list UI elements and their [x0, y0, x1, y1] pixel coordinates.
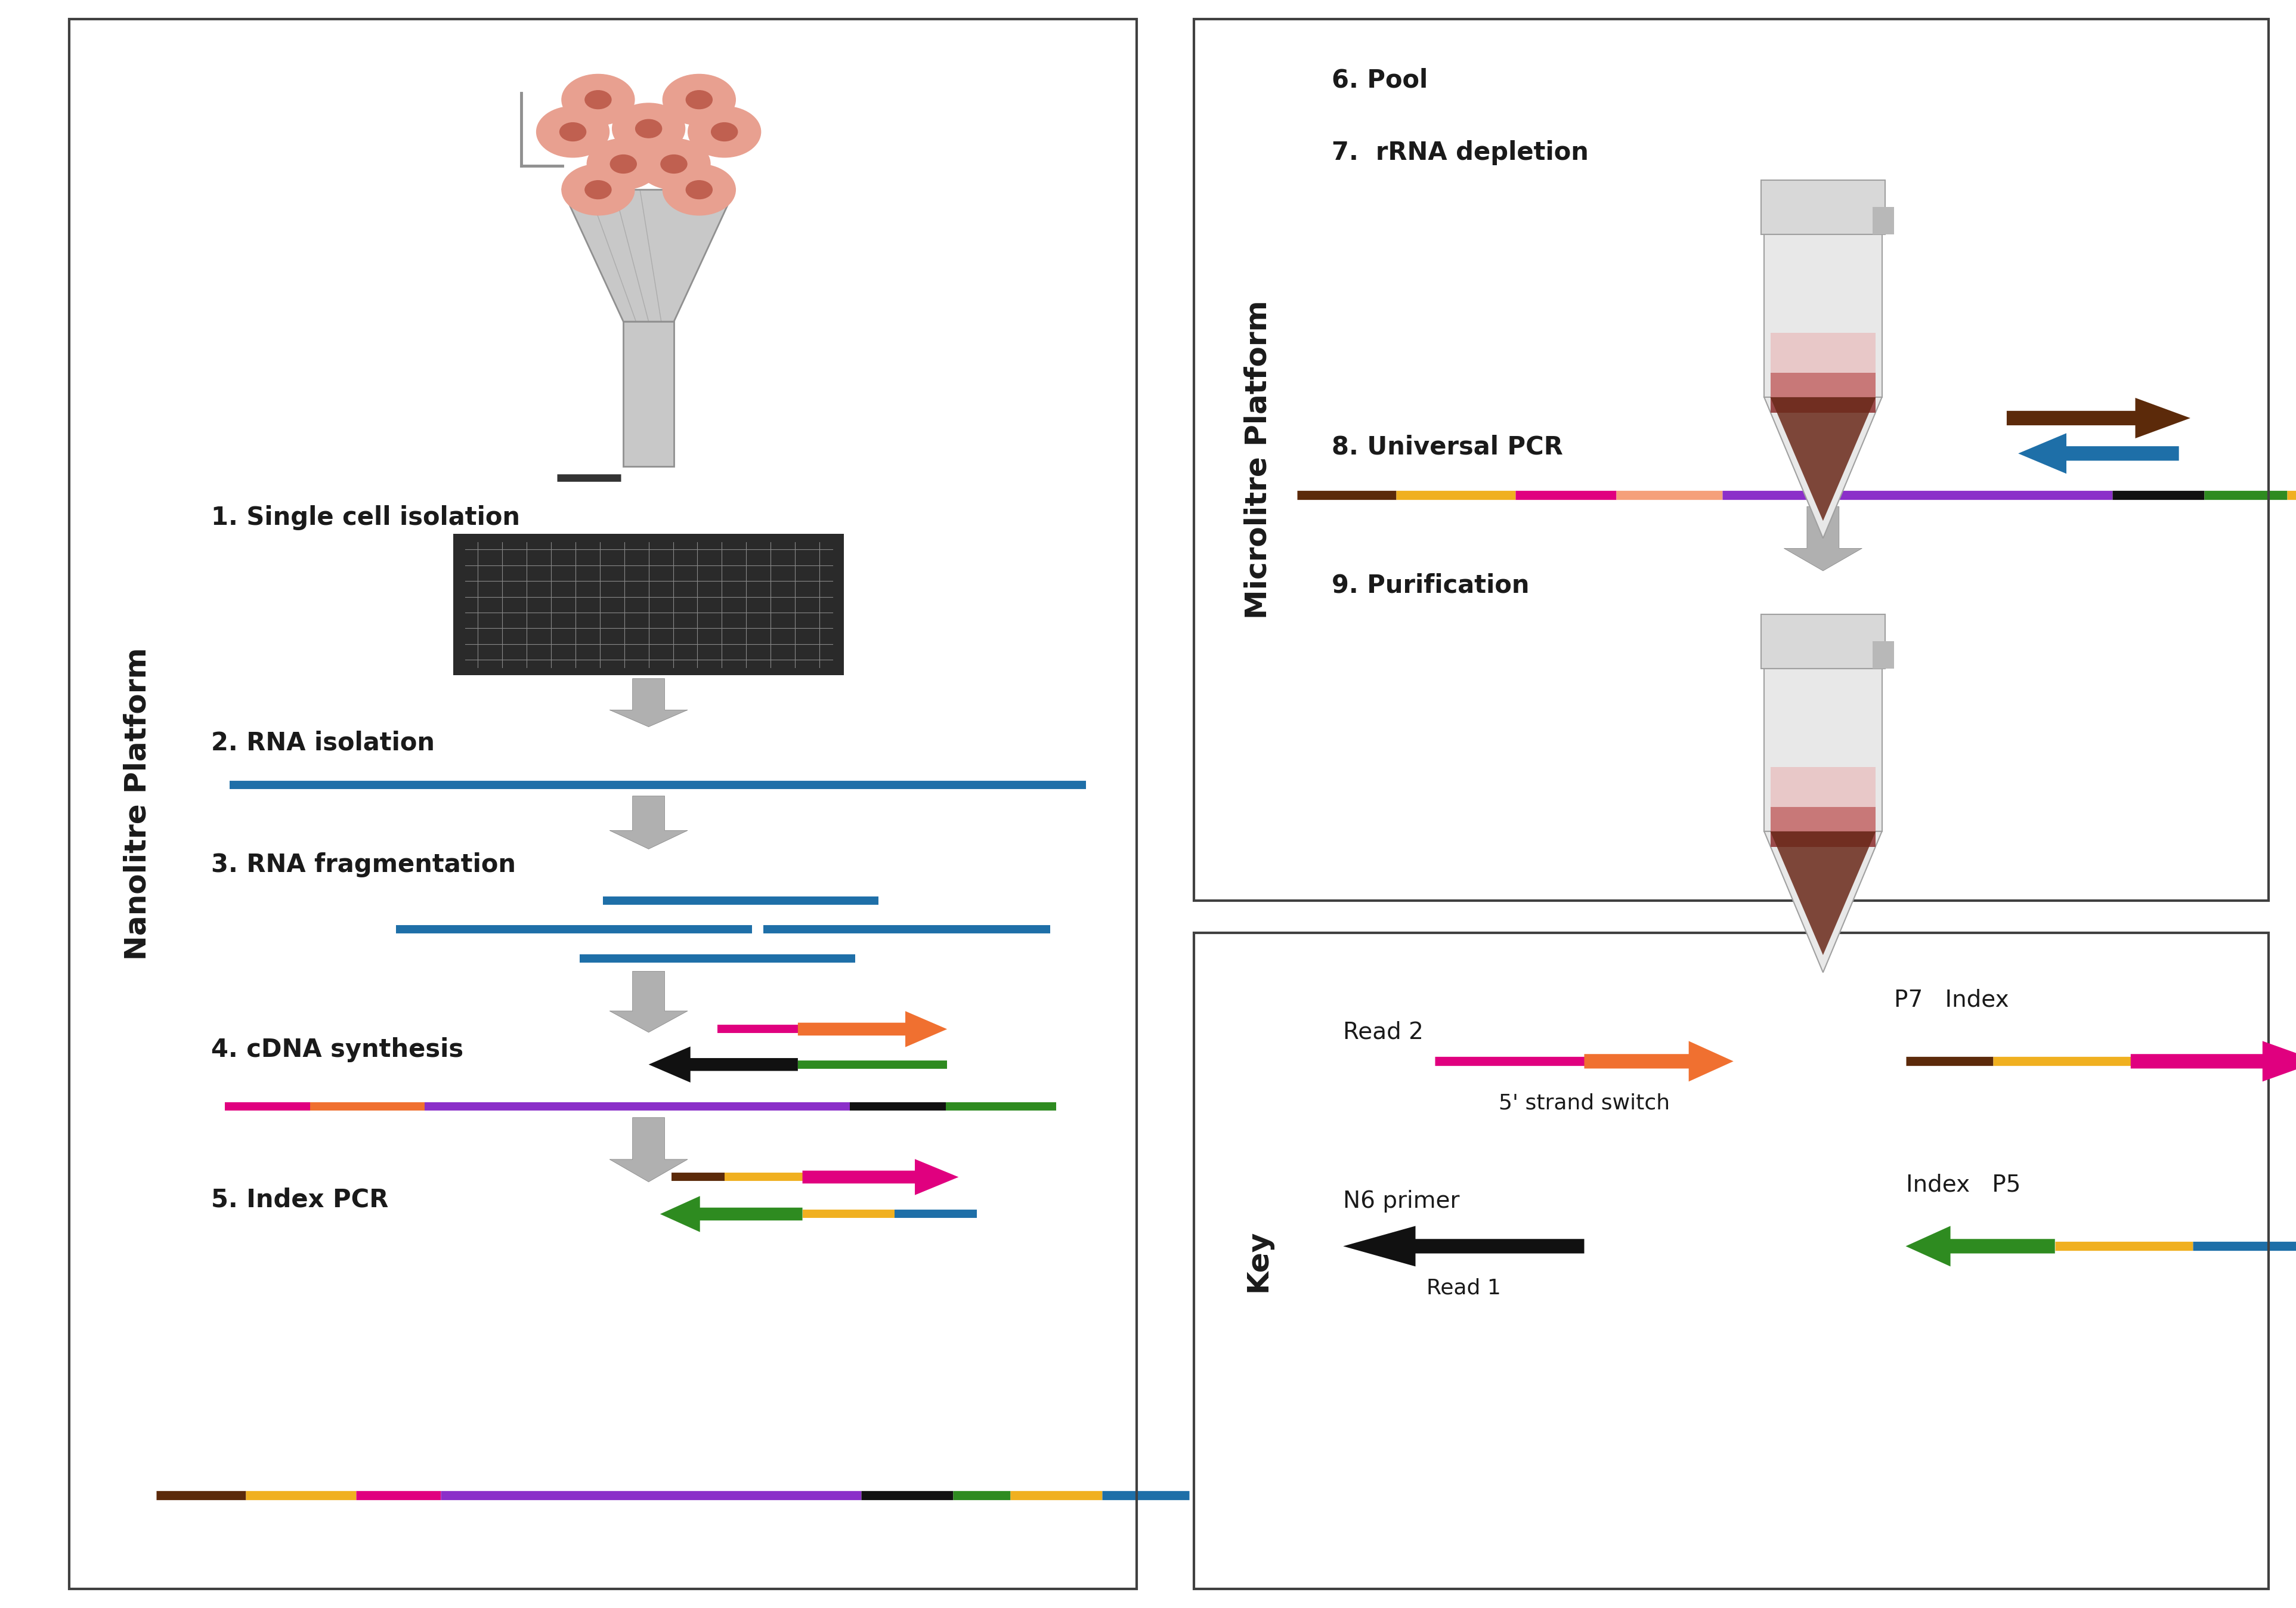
FancyArrow shape	[661, 1196, 804, 1232]
Bar	[1770, 807, 1876, 847]
Text: Nanolitre Platform: Nanolitre Platform	[124, 648, 152, 960]
Bar	[1770, 397, 1876, 413]
Circle shape	[636, 119, 661, 138]
Bar	[1194, 933, 2268, 1589]
Bar	[69, 19, 1137, 1589]
Bar	[1874, 207, 1894, 235]
FancyArrow shape	[611, 1118, 689, 1182]
Circle shape	[611, 154, 636, 174]
Text: 8. Universal PCR: 8. Universal PCR	[1332, 434, 1564, 460]
FancyArrow shape	[611, 971, 689, 1032]
Bar	[625, 322, 675, 466]
Polygon shape	[1763, 831, 1883, 973]
Bar	[455, 534, 845, 675]
Text: 5' strand switch: 5' strand switch	[1499, 1093, 1669, 1113]
Polygon shape	[1770, 397, 1876, 521]
FancyArrow shape	[1784, 507, 1862, 571]
Bar	[1763, 669, 1883, 831]
FancyArrow shape	[611, 679, 689, 727]
FancyArrow shape	[1784, 370, 1862, 434]
FancyArrow shape	[804, 1159, 960, 1195]
Text: 6. Pool: 6. Pool	[1332, 68, 1428, 93]
Circle shape	[563, 74, 634, 125]
Text: Key: Key	[1244, 1230, 1272, 1291]
Text: Microlitre Platform: Microlitre Platform	[1244, 301, 1272, 619]
Bar	[1194, 19, 2268, 900]
FancyArrow shape	[2131, 1040, 2296, 1082]
Text: 9. Purification: 9. Purification	[1332, 572, 1529, 598]
Circle shape	[687, 90, 712, 109]
Text: P7   Index: P7 Index	[1894, 989, 2009, 1011]
Circle shape	[585, 90, 611, 109]
Circle shape	[560, 122, 585, 142]
Text: 2. RNA isolation: 2. RNA isolation	[211, 730, 434, 756]
Text: 3. RNA fragmentation: 3. RNA fragmentation	[211, 852, 517, 878]
Bar	[1770, 767, 1876, 807]
Circle shape	[638, 138, 709, 190]
Circle shape	[585, 180, 611, 199]
Text: 5. Index PCR: 5. Index PCR	[211, 1187, 388, 1212]
Text: N6 primer: N6 primer	[1343, 1190, 1460, 1212]
Bar	[1770, 831, 1876, 847]
Text: 1. Single cell isolation: 1. Single cell isolation	[211, 505, 521, 531]
FancyArrow shape	[2007, 397, 2190, 439]
Text: 4. cDNA synthesis: 4. cDNA synthesis	[211, 1037, 464, 1063]
Circle shape	[712, 122, 737, 142]
FancyArrow shape	[1343, 1225, 1584, 1267]
Polygon shape	[563, 190, 735, 322]
Text: Read 2: Read 2	[1343, 1021, 1424, 1044]
Text: Index   P5: Index P5	[1906, 1174, 2020, 1196]
FancyArrow shape	[1906, 1225, 2055, 1267]
FancyArrow shape	[2018, 433, 2179, 474]
FancyArrow shape	[647, 1047, 799, 1082]
Circle shape	[537, 106, 608, 158]
Circle shape	[664, 164, 735, 215]
FancyArrow shape	[1584, 1040, 1733, 1082]
Polygon shape	[1763, 397, 1883, 539]
Circle shape	[687, 180, 712, 199]
Circle shape	[588, 138, 659, 190]
Bar	[1761, 614, 1885, 669]
Text: 7.  rRNA depletion: 7. rRNA depletion	[1332, 140, 1589, 166]
Circle shape	[689, 106, 760, 158]
Circle shape	[613, 103, 684, 154]
Bar	[1770, 373, 1876, 413]
Circle shape	[661, 154, 687, 174]
Text: Read 1: Read 1	[1426, 1278, 1502, 1298]
Bar	[1874, 642, 1894, 669]
FancyArrow shape	[799, 1011, 948, 1047]
Bar	[1770, 333, 1876, 373]
Polygon shape	[1770, 831, 1876, 955]
Circle shape	[664, 74, 735, 125]
Bar	[1761, 180, 1885, 235]
FancyArrow shape	[611, 796, 689, 849]
Circle shape	[563, 164, 634, 215]
Bar	[1763, 235, 1883, 397]
